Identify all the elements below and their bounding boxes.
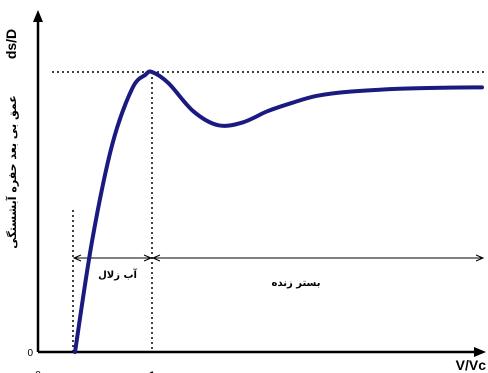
region-label-clear-water: آب زلال xyxy=(98,268,137,281)
region-arrow-head xyxy=(475,254,485,262)
region-arrow-clear-water xyxy=(72,254,153,262)
region-arrow-head xyxy=(143,254,153,262)
region-arrow-live-bed xyxy=(151,254,485,262)
series-line xyxy=(73,69,484,354)
x-axis-arrow xyxy=(474,347,486,357)
region-arrow-head xyxy=(151,254,161,262)
y-axis-label: ds/D xyxy=(3,29,19,59)
y-axis-arrow xyxy=(33,10,43,22)
y-tick-label: 0 xyxy=(27,348,33,359)
region-label-live-bed: بستر زنده xyxy=(272,278,321,289)
y-axis-label-persian: عمق بی بعد حفره آبشستگی xyxy=(5,95,19,249)
region-arrows xyxy=(72,254,485,262)
x-tick-label: 1 xyxy=(149,370,155,373)
x-axis-label: V/Vc xyxy=(456,357,487,373)
x-tick-label: 0 xyxy=(35,370,41,373)
region-arrow-head xyxy=(72,254,82,262)
